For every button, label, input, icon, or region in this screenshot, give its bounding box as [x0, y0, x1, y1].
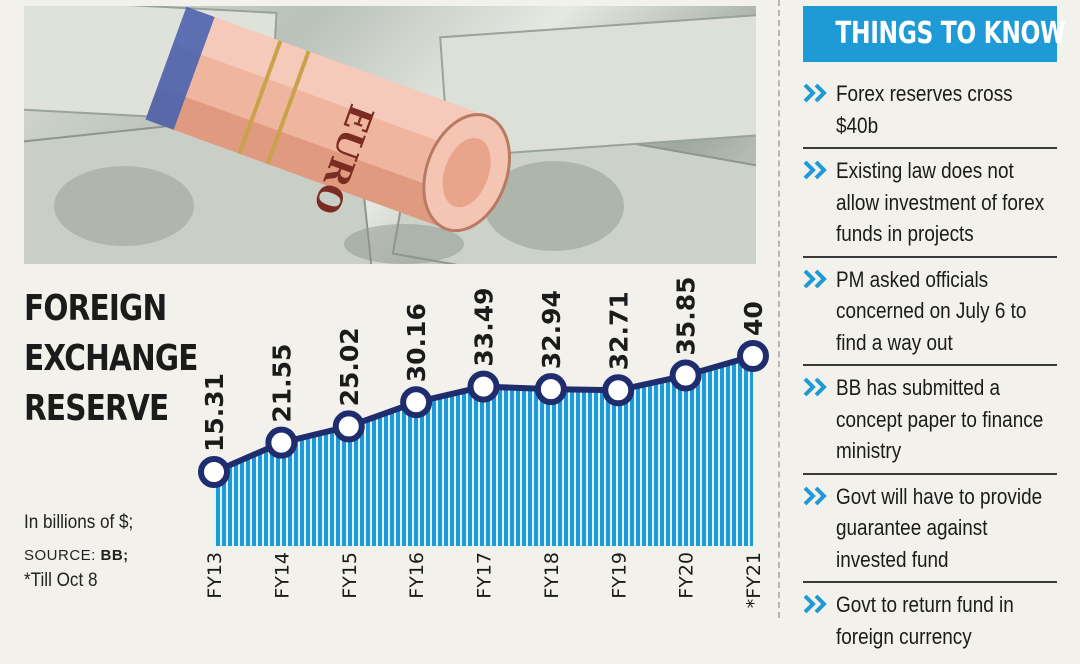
double-chevron-icon — [803, 594, 827, 614]
value-label: 30.16 — [402, 303, 431, 382]
x-tick-label: FY13 — [204, 552, 226, 599]
fact-item: Forex reserves cross $40b — [803, 78, 1057, 149]
x-tick-label: FY17 — [474, 552, 496, 599]
value-label: 21.55 — [267, 344, 296, 423]
value-label: 33.49 — [470, 288, 499, 367]
x-tick-label: FY14 — [271, 552, 293, 599]
value-label: 15.31 — [200, 373, 229, 452]
fact-item: Govt will have to provide guarantee agai… — [803, 481, 1057, 583]
double-chevron-icon — [803, 269, 827, 288]
double-chevron-icon — [803, 160, 827, 180]
data-point-fy18 — [534, 373, 567, 406]
fact-item: Existing law does not allow investment o… — [803, 155, 1057, 258]
source-label: SOURCE: — [24, 547, 96, 564]
header-photo: EURO — [24, 6, 756, 264]
value-label: 40 — [739, 301, 768, 336]
banknotes-illustration: EURO — [24, 6, 756, 264]
footnote: *Till Oct 8 — [24, 570, 98, 591]
data-point-fy17 — [467, 370, 500, 403]
value-label: 32.94 — [537, 290, 566, 369]
data-point-fy16 — [400, 386, 433, 419]
fact-item: PM asked officials concerned on July 6 t… — [803, 264, 1057, 366]
unit-note: In billions of $; — [24, 512, 134, 533]
fact-text: Existing law does not allow investment o… — [836, 158, 1045, 246]
double-chevron-icon — [803, 83, 827, 103]
x-tick-label: FY16 — [406, 552, 428, 599]
panel-title: THINGS TO KNOW — [835, 16, 1066, 51]
data-point-fy20 — [669, 359, 702, 392]
reserve-chart: 15.31 21.55 25.02 30.16 33.49 32.94 32.71 35.85… — [198, 276, 769, 608]
value-label: 32.71 — [604, 291, 633, 370]
x-tick-label: FY15 — [339, 552, 361, 599]
fact-text: BB has submitted a concept paper to fina… — [836, 375, 1044, 463]
source-value: BB; — [100, 547, 129, 564]
x-tick-label: FY19 — [608, 552, 630, 599]
facts-list: Forex reserves cross $40b Existing law do… — [803, 78, 1057, 664]
x-tick-label: FY18 — [541, 552, 563, 599]
fact-item: BB has submitted a concept paper to fina… — [803, 372, 1057, 475]
x-tick-label: *FY21 — [743, 552, 765, 608]
fact-text: Govt to return fund in foreign currency — [836, 592, 1014, 649]
chart-title: FOREIGN EXCHANGE RESERVE — [24, 288, 198, 429]
fact-text: Govt will have to provide guarantee agai… — [836, 483, 1043, 572]
value-label: 25.02 — [335, 327, 364, 406]
source-note: SOURCE: BB; — [24, 547, 129, 564]
column-divider — [778, 0, 780, 618]
data-point-fy21 — [737, 340, 769, 372]
value-label: 35.85 — [672, 276, 701, 355]
double-chevron-icon — [803, 377, 827, 397]
x-tick-label: FY20 — [676, 552, 698, 599]
fact-item: Govt to return fund in foreign currency — [803, 589, 1057, 658]
fact-text: Forex reserves cross $40b — [836, 81, 1013, 138]
data-point-fy15 — [332, 410, 365, 443]
double-chevron-icon — [803, 486, 827, 505]
data-point-fy14 — [265, 426, 298, 459]
data-point-fy19 — [602, 374, 635, 407]
fact-text: PM asked officials concerned on July 6 t… — [836, 266, 1027, 355]
things-to-know-header: THINGS TO KNOW — [803, 6, 1066, 62]
data-point-fy13 — [198, 456, 230, 488]
